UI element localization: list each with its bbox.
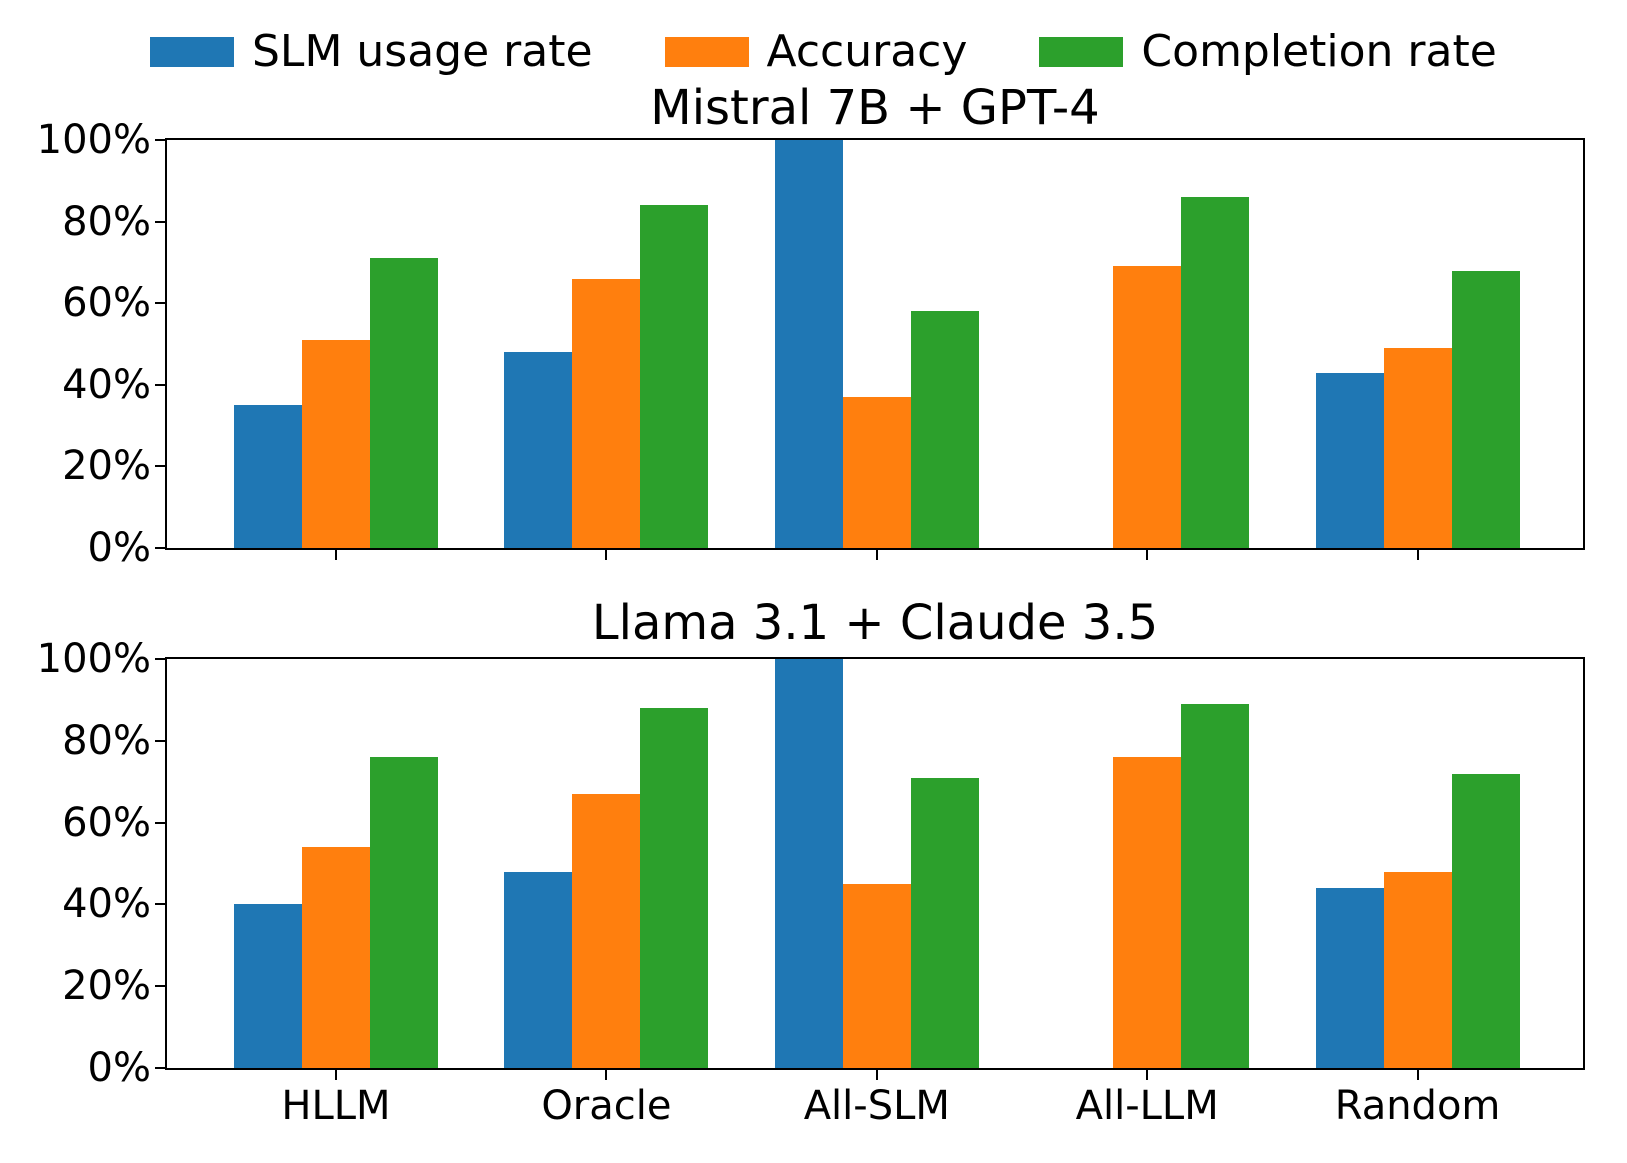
bar-llama-claude-oracle-slm-usage-rate bbox=[504, 871, 573, 1068]
chart-title-llama-claude: Llama 3.1 + Claude 3.5 bbox=[591, 595, 1159, 651]
y-tick-mark-mistral-gpt4 bbox=[155, 220, 165, 223]
y-tick-mark-llama-claude bbox=[155, 658, 165, 660]
bar-mistral-gpt4-all-llm-completion-rate bbox=[1181, 197, 1250, 548]
legend: SLM usage rate Accuracy Completion rate bbox=[150, 30, 1497, 74]
bar-mistral-gpt4-oracle-accuracy bbox=[572, 278, 641, 548]
bar-mistral-gpt4-hllm-completion-rate bbox=[370, 258, 438, 548]
legend-label-slm-usage-rate: SLM usage rate bbox=[252, 26, 593, 77]
legend-label-accuracy: Accuracy bbox=[766, 26, 968, 77]
x-tick-mark-llama-claude bbox=[605, 1070, 608, 1080]
y-tick-mark-mistral-gpt4 bbox=[155, 139, 165, 141]
x-tick-mark-mistral-gpt4 bbox=[875, 550, 878, 560]
bar-llama-claude-hllm-accuracy bbox=[302, 847, 370, 1068]
bar-llama-claude-all-llm-accuracy bbox=[1113, 757, 1182, 1068]
bar-mistral-gpt4-all-slm-slm-usage-rate bbox=[774, 140, 843, 548]
y-tick-label-llama-claude: 100% bbox=[36, 636, 151, 682]
y-tick-label-llama-claude: 80% bbox=[62, 717, 151, 764]
bar-mistral-gpt4-oracle-slm-usage-rate bbox=[504, 352, 573, 548]
bar-llama-claude-random-slm-usage-rate bbox=[1315, 888, 1384, 1068]
x-tick-mark-llama-claude bbox=[1416, 1070, 1419, 1080]
bar-llama-claude-all-llm-completion-rate bbox=[1181, 703, 1250, 1068]
y-tick-mark-mistral-gpt4 bbox=[155, 383, 165, 386]
x-tick-mark-mistral-gpt4 bbox=[605, 550, 608, 560]
y-tick-label-llama-claude: 40% bbox=[62, 881, 151, 928]
bar-mistral-gpt4-random-completion-rate bbox=[1451, 270, 1520, 548]
legend-swatch-completion-rate bbox=[1039, 37, 1124, 67]
x-tick-mark-mistral-gpt4 bbox=[335, 550, 337, 560]
bar-mistral-gpt4-all-slm-accuracy bbox=[842, 397, 911, 548]
legend-label-completion-rate: Completion rate bbox=[1141, 26, 1497, 77]
x-tick-label-random: Random bbox=[1334, 1083, 1501, 1129]
legend-swatch-slm-usage-rate bbox=[150, 37, 234, 67]
y-tick-mark-mistral-gpt4 bbox=[155, 547, 165, 549]
bar-mistral-gpt4-all-slm-completion-rate bbox=[910, 311, 979, 548]
bar-llama-claude-hllm-slm-usage-rate bbox=[234, 904, 302, 1068]
bar-llama-claude-all-slm-accuracy bbox=[842, 883, 911, 1068]
y-tick-mark-llama-claude bbox=[155, 1067, 165, 1069]
bar-llama-claude-oracle-completion-rate bbox=[640, 708, 709, 1068]
x-tick-mark-llama-claude bbox=[875, 1070, 878, 1080]
y-tick-label-mistral-gpt4: 60% bbox=[62, 280, 151, 327]
plot-area-llama-claude bbox=[165, 657, 1585, 1070]
bar-llama-claude-all-slm-completion-rate bbox=[910, 777, 979, 1068]
x-tick-label-hllm: HLLM bbox=[281, 1083, 391, 1129]
legend-item-completion-rate: Completion rate bbox=[1039, 26, 1497, 77]
bar-llama-claude-hllm-completion-rate bbox=[370, 757, 438, 1068]
y-tick-label-llama-claude: 20% bbox=[62, 963, 151, 1010]
legend-swatch-accuracy bbox=[664, 37, 749, 67]
plot-area-mistral-gpt4 bbox=[165, 138, 1585, 550]
bar-mistral-gpt4-hllm-slm-usage-rate bbox=[234, 405, 302, 548]
bar-llama-claude-random-accuracy bbox=[1383, 871, 1452, 1068]
y-tick-label-llama-claude: 0% bbox=[87, 1045, 151, 1091]
y-tick-mark-llama-claude bbox=[155, 739, 165, 742]
bar-mistral-gpt4-oracle-completion-rate bbox=[640, 205, 709, 548]
bar-mistral-gpt4-random-accuracy bbox=[1383, 348, 1452, 548]
x-tick-mark-mistral-gpt4 bbox=[1146, 550, 1149, 560]
y-tick-label-mistral-gpt4: 0% bbox=[87, 525, 151, 571]
y-tick-mark-llama-claude bbox=[155, 821, 165, 824]
legend-item-accuracy: Accuracy bbox=[664, 26, 968, 77]
x-tick-label-all-slm: All-SLM bbox=[803, 1083, 950, 1129]
y-tick-label-mistral-gpt4: 80% bbox=[62, 198, 151, 245]
y-tick-mark-llama-claude bbox=[155, 903, 165, 906]
bar-llama-claude-random-completion-rate bbox=[1451, 773, 1520, 1068]
x-tick-label-all-llm: All-LLM bbox=[1075, 1083, 1219, 1129]
y-tick-mark-llama-claude bbox=[155, 985, 165, 988]
y-tick-label-mistral-gpt4: 20% bbox=[62, 443, 151, 490]
bar-mistral-gpt4-random-slm-usage-rate bbox=[1315, 372, 1384, 548]
y-tick-label-mistral-gpt4: 100% bbox=[36, 117, 151, 163]
y-tick-label-llama-claude: 60% bbox=[62, 799, 151, 846]
bar-llama-claude-oracle-accuracy bbox=[572, 793, 641, 1068]
x-tick-mark-llama-claude bbox=[1146, 1070, 1149, 1080]
x-tick-label-oracle: Oracle bbox=[541, 1083, 672, 1129]
bar-llama-claude-all-slm-slm-usage-rate bbox=[774, 659, 843, 1068]
legend-item-slm-usage-rate: SLM usage rate bbox=[150, 30, 593, 74]
chart-title-mistral-gpt4: Mistral 7B + GPT-4 bbox=[650, 80, 1100, 136]
x-tick-mark-llama-claude bbox=[335, 1070, 337, 1080]
y-tick-mark-mistral-gpt4 bbox=[155, 302, 165, 305]
y-tick-mark-mistral-gpt4 bbox=[155, 465, 165, 468]
y-tick-label-mistral-gpt4: 40% bbox=[62, 361, 151, 408]
x-tick-mark-mistral-gpt4 bbox=[1416, 550, 1419, 560]
bar-mistral-gpt4-all-llm-accuracy bbox=[1113, 266, 1182, 548]
bar-mistral-gpt4-hllm-accuracy bbox=[302, 339, 370, 548]
